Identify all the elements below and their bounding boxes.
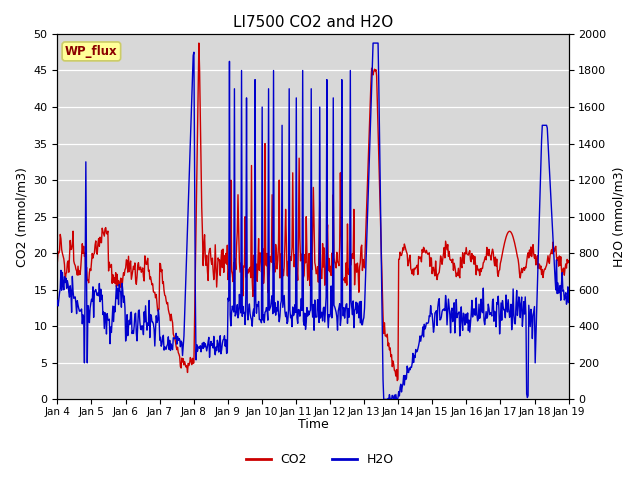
Y-axis label: CO2 (mmol/m3): CO2 (mmol/m3)	[15, 167, 28, 266]
Title: LI7500 CO2 and H2O: LI7500 CO2 and H2O	[233, 15, 393, 30]
Text: WP_flux: WP_flux	[65, 45, 118, 58]
X-axis label: Time: Time	[298, 419, 328, 432]
Y-axis label: H2O (mmol/m3): H2O (mmol/m3)	[612, 167, 625, 267]
Legend: CO2, H2O: CO2, H2O	[241, 448, 399, 471]
